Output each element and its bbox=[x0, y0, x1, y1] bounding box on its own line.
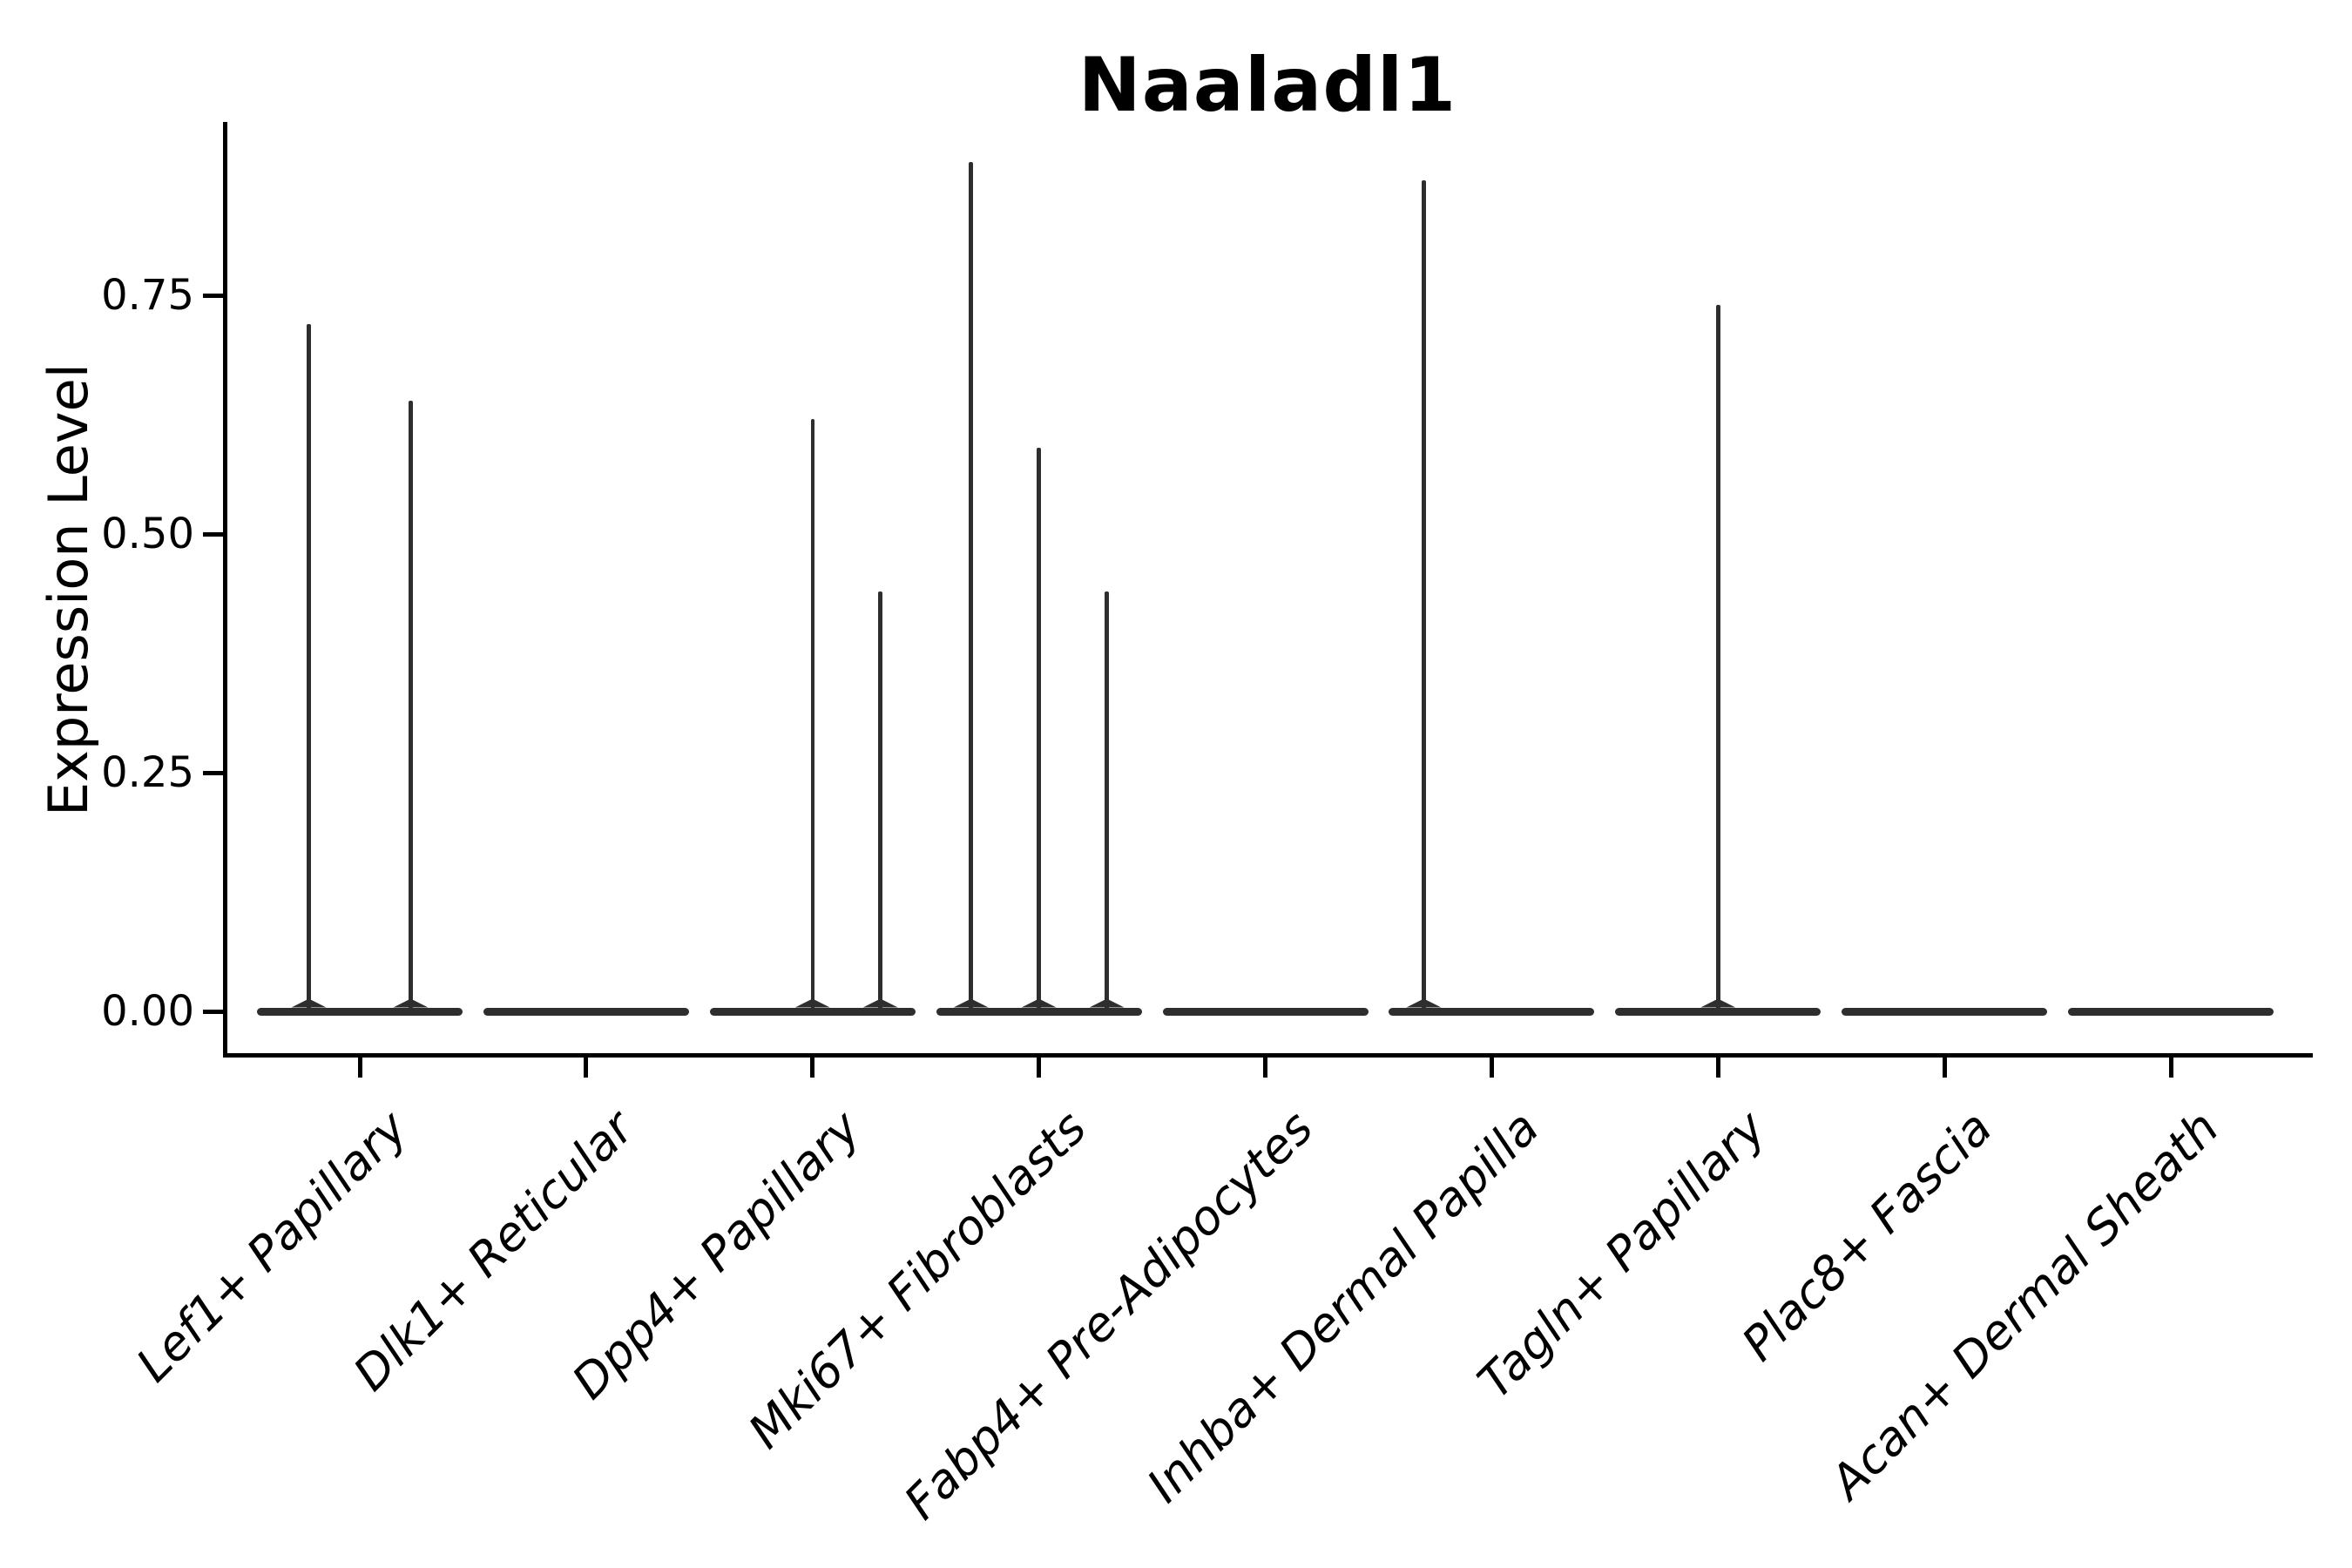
x-tick-mark bbox=[1037, 1057, 1042, 1078]
violin-spike bbox=[1716, 304, 1720, 1013]
x-tick-mark bbox=[1489, 1057, 1494, 1078]
x-tick-mark bbox=[1942, 1057, 1947, 1078]
violin-base-bar bbox=[1162, 1007, 1369, 1016]
violin-base-bar bbox=[1389, 1007, 1595, 1016]
x-tick-mark bbox=[584, 1057, 589, 1078]
x-axis-spine bbox=[222, 1052, 2313, 1058]
y-tick-label: 0.50 bbox=[101, 510, 194, 558]
violin-spike bbox=[810, 419, 814, 1013]
violin-spike bbox=[1037, 448, 1041, 1013]
x-tick-mark bbox=[357, 1057, 362, 1078]
violin-spike bbox=[1105, 591, 1109, 1013]
violin-spike bbox=[409, 400, 413, 1013]
y-tick-mark bbox=[202, 770, 223, 775]
x-tick-mark bbox=[1263, 1057, 1267, 1078]
violin-spike bbox=[307, 323, 311, 1013]
x-tick-label: Inhba+ Dermal Papilla bbox=[1137, 1100, 1550, 1513]
violin-base-bar bbox=[2068, 1007, 2274, 1016]
y-tick-label: 0.25 bbox=[101, 748, 194, 797]
y-tick-mark bbox=[202, 531, 223, 537]
y-tick-label: 0.00 bbox=[101, 987, 194, 1036]
x-tick-mark bbox=[2168, 1057, 2173, 1078]
violin-base-bar bbox=[257, 1007, 463, 1016]
x-tick-label: Acan+ Dermal Sheath bbox=[1819, 1100, 2229, 1510]
chart-title: Naaladl1 bbox=[1078, 42, 1457, 129]
violin-base-bar bbox=[1842, 1007, 2048, 1016]
y-tick-mark bbox=[202, 293, 223, 298]
x-tick-mark bbox=[810, 1057, 815, 1078]
y-axis-spine bbox=[222, 122, 227, 1058]
violin-spike bbox=[878, 591, 882, 1013]
x-tick-mark bbox=[1715, 1057, 1720, 1078]
violin-spike bbox=[1422, 180, 1426, 1013]
x-tick-label: Fabp4+ Pre-Adipocytes bbox=[893, 1100, 1324, 1531]
violin-spike bbox=[969, 161, 973, 1013]
violin-base-bar bbox=[483, 1007, 689, 1016]
y-tick-label: 0.75 bbox=[101, 271, 194, 320]
y-tick-mark bbox=[202, 1009, 223, 1014]
